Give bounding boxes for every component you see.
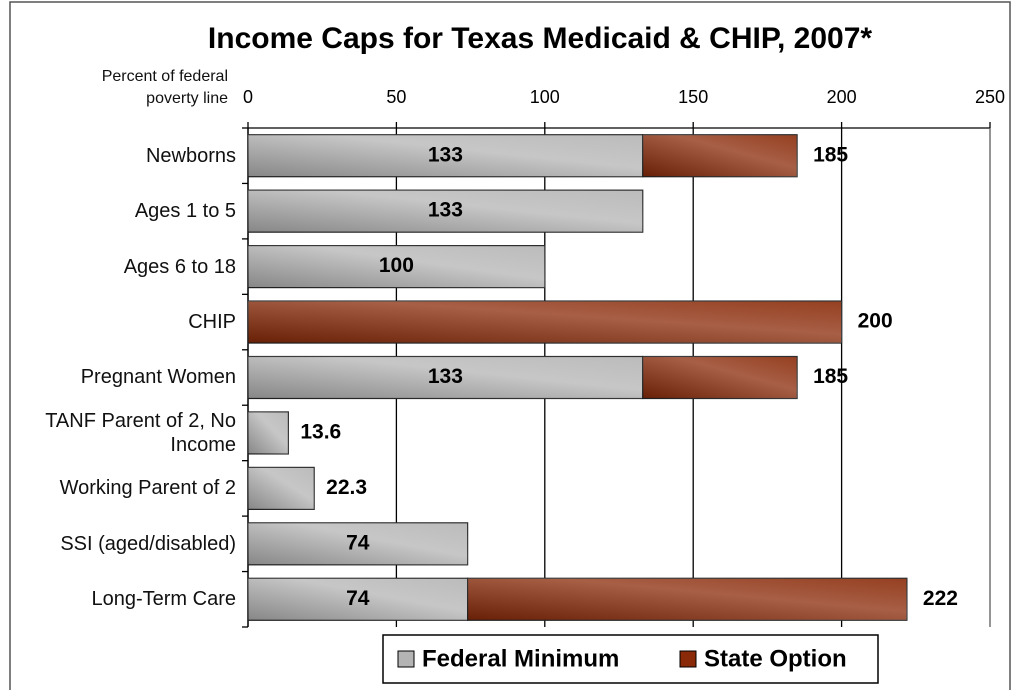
bar-shade xyxy=(248,134,643,177)
legend-swatch xyxy=(397,650,415,668)
y-tick-label: Ages 1 to 5 xyxy=(134,200,236,223)
bar-shade xyxy=(248,301,842,344)
bar-shade xyxy=(642,356,798,399)
total-label: 185 xyxy=(813,365,848,388)
bar-shade xyxy=(248,356,643,399)
bar-shade xyxy=(642,134,798,177)
frame xyxy=(9,1,1011,690)
legend-box xyxy=(382,634,879,684)
value-label: 100 xyxy=(379,254,414,277)
total-label: 222 xyxy=(923,587,958,610)
x-tick-label: 250 xyxy=(975,87,1005,107)
legend-swatch xyxy=(679,650,697,668)
y-tick-label: Long-Term Care xyxy=(91,588,236,611)
value-label: 133 xyxy=(428,199,463,222)
y-tick-label: SSI (aged/disabled) xyxy=(60,532,236,555)
value-label: 22.3 xyxy=(326,476,367,499)
y-tick-label: CHIP xyxy=(188,311,236,334)
y-tick-label: Pregnant Women xyxy=(80,366,236,389)
value-label: 13.6 xyxy=(300,420,341,443)
x-tick-label: 50 xyxy=(386,87,406,107)
bar-shade xyxy=(248,190,643,233)
bar-shade xyxy=(248,245,545,288)
axis-label: Percent of federal poverty line xyxy=(101,68,228,107)
y-tick-label: Newborns xyxy=(145,144,236,167)
bar-shade xyxy=(248,578,468,621)
value-label: 133 xyxy=(428,143,463,166)
legend-label: State Option xyxy=(704,645,847,672)
x-tick-label: 0 xyxy=(243,87,253,107)
bar-shade xyxy=(248,467,315,510)
total-label: 185 xyxy=(813,143,848,166)
x-tick-label: 100 xyxy=(530,87,560,107)
bar-shade xyxy=(248,522,468,565)
chart-title: Income Caps for Texas Medicaid & CHIP, 2… xyxy=(208,22,872,55)
total-label: 200 xyxy=(858,310,893,333)
y-tick-label: TANF Parent of 2, No Income xyxy=(45,409,236,456)
y-tick-label: Ages 6 to 18 xyxy=(123,255,236,278)
value-label: 133 xyxy=(428,365,463,388)
bar-shade xyxy=(467,578,907,621)
x-tick-label: 150 xyxy=(678,87,708,107)
value-label: 74 xyxy=(346,531,370,554)
y-tick-label: Working Parent of 2 xyxy=(59,477,236,500)
legend-label: Federal Minimum xyxy=(422,645,619,672)
x-tick-label: 200 xyxy=(827,87,857,107)
bar-shade xyxy=(248,411,289,454)
value-label: 74 xyxy=(346,587,370,610)
